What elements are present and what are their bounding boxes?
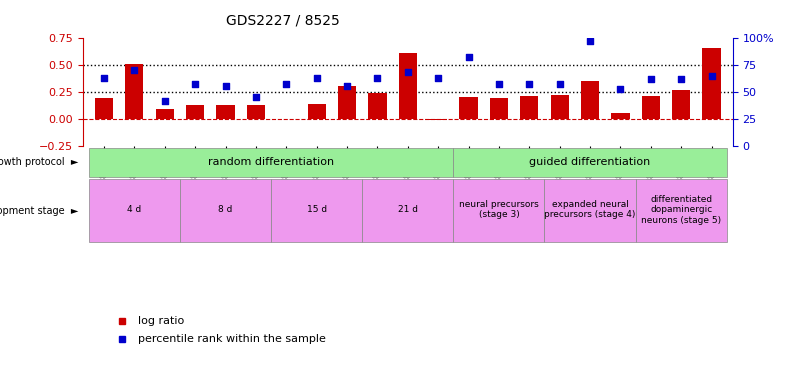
Point — [645, 76, 657, 82]
Bar — [89, 148, 453, 177]
Bar — [611, 112, 630, 119]
Point — [463, 54, 475, 60]
Text: differentiated
dopaminergic
neurons (stage 5): differentiated dopaminergic neurons (sta… — [641, 195, 721, 225]
Bar — [702, 48, 721, 119]
Text: development stage  ►: development stage ► — [0, 206, 79, 216]
Text: GDS2227 / 8525: GDS2227 / 8525 — [225, 13, 340, 27]
Bar — [672, 90, 690, 119]
Point — [98, 75, 110, 81]
Bar — [368, 93, 387, 119]
Text: 21 d: 21 d — [398, 205, 418, 214]
Bar — [180, 180, 271, 243]
Text: percentile rank within the sample: percentile rank within the sample — [138, 334, 326, 344]
Point — [523, 81, 536, 87]
Text: guided differentiation: guided differentiation — [530, 156, 651, 166]
Bar — [89, 180, 180, 243]
Text: growth protocol  ►: growth protocol ► — [0, 157, 79, 167]
Point — [675, 76, 687, 82]
Point — [280, 81, 292, 87]
Point — [219, 84, 232, 90]
Point — [614, 86, 626, 92]
Point — [158, 98, 171, 104]
Bar — [399, 53, 417, 119]
Point — [705, 73, 718, 79]
Point — [250, 94, 262, 100]
Bar — [545, 180, 636, 243]
Bar — [459, 98, 478, 119]
Bar — [453, 148, 727, 177]
Bar — [307, 104, 325, 119]
Text: expanded neural
precursors (stage 4): expanded neural precursors (stage 4) — [545, 200, 636, 219]
Bar — [338, 87, 356, 119]
Bar — [581, 81, 599, 119]
Bar — [453, 180, 545, 243]
Bar — [125, 64, 143, 119]
Point — [492, 81, 505, 87]
Point — [310, 75, 323, 81]
Point — [340, 84, 353, 90]
Point — [128, 67, 141, 73]
Text: neural precursors
(stage 3): neural precursors (stage 3) — [459, 200, 539, 219]
Bar — [217, 105, 235, 119]
Point — [401, 69, 414, 75]
Point — [553, 81, 566, 87]
Text: 8 d: 8 d — [218, 205, 232, 214]
Bar — [551, 95, 569, 119]
Point — [432, 75, 444, 81]
Bar — [636, 180, 727, 243]
Bar — [277, 118, 296, 119]
Bar — [641, 96, 660, 119]
Point — [189, 81, 202, 87]
Point — [371, 75, 384, 81]
Bar — [247, 105, 265, 119]
Bar — [95, 98, 113, 119]
Point — [584, 38, 597, 44]
Bar — [490, 98, 508, 119]
Bar — [156, 109, 174, 119]
Text: 15 d: 15 d — [307, 205, 327, 214]
Text: random differentiation: random differentiation — [208, 156, 334, 166]
Bar — [429, 119, 448, 120]
Bar — [520, 96, 538, 119]
Bar — [186, 105, 204, 119]
Bar — [362, 180, 453, 243]
Text: 4 d: 4 d — [127, 205, 142, 214]
Bar — [271, 180, 362, 243]
Text: log ratio: log ratio — [138, 316, 184, 326]
